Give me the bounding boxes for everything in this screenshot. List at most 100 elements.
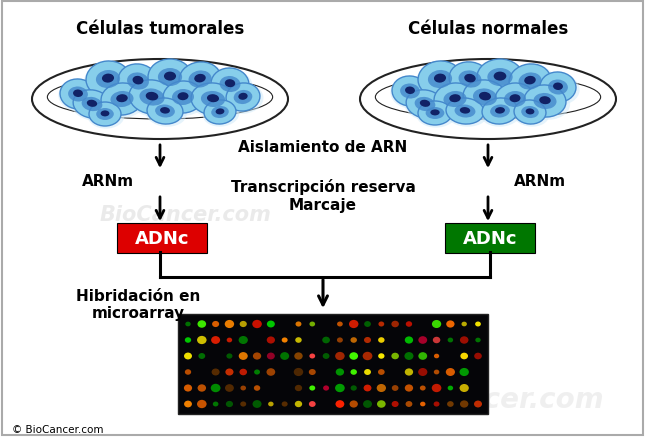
Ellipse shape — [212, 321, 219, 327]
Ellipse shape — [178, 93, 189, 101]
Ellipse shape — [493, 85, 539, 119]
Ellipse shape — [268, 402, 274, 406]
Ellipse shape — [309, 369, 316, 375]
Ellipse shape — [475, 61, 527, 99]
Ellipse shape — [446, 321, 455, 328]
Ellipse shape — [548, 80, 568, 95]
Ellipse shape — [416, 63, 466, 101]
Ellipse shape — [127, 82, 180, 118]
Text: ARNm: ARNm — [514, 174, 566, 189]
Ellipse shape — [335, 400, 344, 408]
Ellipse shape — [158, 69, 182, 87]
Ellipse shape — [295, 321, 302, 327]
Ellipse shape — [267, 353, 275, 360]
Ellipse shape — [461, 322, 467, 327]
Ellipse shape — [38, 94, 282, 118]
Ellipse shape — [487, 69, 513, 87]
Ellipse shape — [216, 109, 224, 115]
Ellipse shape — [73, 91, 111, 119]
Ellipse shape — [211, 107, 229, 119]
Ellipse shape — [404, 92, 448, 122]
Ellipse shape — [203, 102, 240, 127]
Ellipse shape — [189, 85, 239, 119]
Ellipse shape — [323, 353, 329, 359]
Ellipse shape — [540, 73, 576, 103]
Ellipse shape — [225, 85, 264, 115]
Ellipse shape — [84, 63, 134, 101]
Ellipse shape — [198, 385, 206, 392]
Ellipse shape — [146, 61, 196, 99]
Ellipse shape — [322, 337, 330, 343]
Ellipse shape — [433, 337, 441, 343]
Ellipse shape — [73, 90, 83, 98]
Ellipse shape — [443, 92, 466, 108]
Ellipse shape — [184, 353, 192, 360]
Ellipse shape — [479, 93, 491, 101]
Ellipse shape — [430, 110, 440, 116]
Ellipse shape — [267, 337, 275, 344]
Ellipse shape — [198, 353, 205, 359]
Ellipse shape — [390, 78, 432, 110]
Ellipse shape — [294, 368, 303, 376]
Ellipse shape — [553, 83, 563, 91]
Text: Transcripción reserva
Marcaje: Transcripción reserva Marcaje — [231, 179, 415, 212]
Ellipse shape — [420, 402, 426, 406]
Ellipse shape — [147, 99, 183, 125]
Ellipse shape — [253, 353, 261, 360]
Ellipse shape — [267, 368, 275, 376]
Ellipse shape — [446, 99, 484, 125]
Ellipse shape — [432, 85, 480, 119]
Ellipse shape — [198, 321, 206, 328]
Ellipse shape — [163, 82, 203, 114]
Ellipse shape — [254, 370, 260, 375]
Ellipse shape — [446, 368, 455, 376]
Text: © BioCancer.com: © BioCancer.com — [12, 424, 103, 434]
Ellipse shape — [309, 401, 316, 407]
Ellipse shape — [116, 95, 128, 103]
Ellipse shape — [460, 336, 468, 344]
Ellipse shape — [475, 322, 481, 327]
Ellipse shape — [418, 62, 462, 98]
Ellipse shape — [405, 87, 415, 95]
Ellipse shape — [280, 352, 289, 360]
Ellipse shape — [455, 105, 475, 118]
Ellipse shape — [146, 93, 158, 101]
Ellipse shape — [161, 83, 207, 117]
Ellipse shape — [177, 64, 225, 100]
Ellipse shape — [201, 92, 225, 108]
Ellipse shape — [464, 74, 475, 83]
Ellipse shape — [295, 385, 302, 391]
Ellipse shape — [240, 321, 247, 327]
Ellipse shape — [522, 87, 570, 120]
Ellipse shape — [155, 105, 175, 118]
Ellipse shape — [309, 353, 315, 359]
Ellipse shape — [267, 321, 275, 328]
Ellipse shape — [129, 81, 175, 115]
Ellipse shape — [405, 368, 413, 376]
Ellipse shape — [534, 94, 556, 110]
Ellipse shape — [207, 95, 219, 103]
Ellipse shape — [406, 91, 444, 119]
Ellipse shape — [160, 108, 170, 114]
Ellipse shape — [459, 368, 469, 376]
Ellipse shape — [514, 101, 546, 125]
Ellipse shape — [538, 74, 579, 106]
Ellipse shape — [426, 108, 444, 120]
Ellipse shape — [349, 353, 358, 360]
Ellipse shape — [191, 84, 235, 116]
Ellipse shape — [420, 385, 426, 391]
Ellipse shape — [525, 77, 536, 85]
Ellipse shape — [364, 337, 371, 343]
Ellipse shape — [118, 65, 158, 99]
Ellipse shape — [226, 353, 233, 359]
Ellipse shape — [295, 353, 303, 360]
Ellipse shape — [420, 100, 430, 108]
Ellipse shape — [495, 84, 535, 116]
Text: Hibridación en
microarray: Hibridación en microarray — [76, 288, 200, 321]
Ellipse shape — [240, 402, 246, 406]
Ellipse shape — [96, 71, 120, 89]
Ellipse shape — [460, 400, 468, 408]
Ellipse shape — [475, 338, 481, 343]
Ellipse shape — [461, 82, 511, 118]
Ellipse shape — [185, 322, 191, 327]
